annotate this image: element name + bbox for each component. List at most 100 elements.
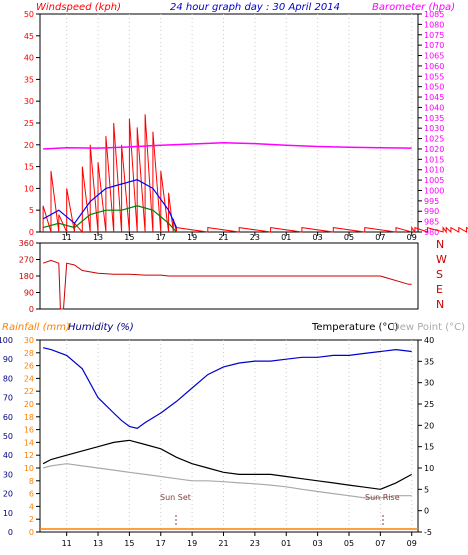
temp-ytick-label: 40 [424,336,434,345]
temp-ytick-label: -5 [424,528,432,537]
temp-xtick-label: 23 [250,539,260,548]
temperature-axis: -5 0 5 10 15 20 25 30 35 40 [418,336,434,537]
wind-ytick-label: 10 [24,184,34,193]
humidity-ytick-label: 40 [3,451,13,460]
compass-label: E [436,283,443,296]
barometer-title: Barometer (hpa) [372,2,455,13]
humidity-axis: 0 10 20 30 40 50 60 70 80 90 100 [0,336,13,537]
humidity-line [42,347,412,429]
wind-ytick-label: 5 [29,206,34,215]
temp-xtick-label: 07 [375,539,385,548]
wind-ytick-label: 40 [24,54,34,63]
wind-xtick-label: 23 [250,233,260,242]
compass-label: N [436,298,444,311]
humidity-ytick-label: 60 [3,413,13,422]
baro-ytick-label: 1080 [424,20,444,29]
wind-xtick-label: 15 [124,233,134,242]
direction-line [42,259,412,310]
rainfall-title: Rainfall (mm) [2,322,70,333]
temp-panel [39,339,419,533]
wind-ytick-label: 45 [24,32,34,41]
baro-ytick-label: 1035 [424,114,444,123]
temp-ytick-label: 30 [424,379,434,388]
baro-ytick-label: 1045 [424,93,444,102]
humidity-ytick-label: 90 [3,355,13,364]
temp-ytick-label: 25 [424,400,434,409]
rain-ytick-label: 4 [29,502,34,511]
rain-ytick-label: 18 [24,413,34,422]
temp-xtick-label: 05 [344,539,354,548]
gust-line [42,179,178,228]
wind-xtick-label: 13 [93,233,103,242]
dewpoint-line [42,463,412,499]
dir-ytick-label: 270 [19,256,34,265]
baro-ytick-label: 1070 [424,41,444,50]
wind-x-axis: 11 13 15 17 19 21 23 01 03 05 07 09 [62,232,417,242]
baro-ytick-label: 1000 [424,186,444,195]
direction-left-axis: 0 90 180 270 360 [19,239,40,314]
wind-ytick-label: 50 [24,10,34,19]
temp-grid [66,340,413,532]
humidity-ytick-label: 20 [3,490,13,499]
humidity-title: Humidity (%) [68,322,134,333]
wind-xtick-label: 19 [187,233,197,242]
dir-ytick-label: 0 [29,305,34,314]
temp-x-axis: 11 13 15 17 19 21 23 01 03 05 07 09 [62,532,417,548]
barometer-line [43,141,412,150]
dewpoint-title: Dew Point (°C) [392,322,465,333]
compass-label: N [436,238,444,251]
wind-xtick-label: 05 [344,233,354,242]
temp-ytick-label: 10 [424,464,434,473]
humidity-ytick-label: 80 [3,374,13,383]
rain-ytick-label: 30 [24,336,34,345]
wind-ytick-label: 30 [24,97,34,106]
baro-ytick-label: 1005 [424,176,444,185]
windspeed-title: Windspeed (kph) [36,2,121,13]
baro-ytick-label: 1050 [424,83,444,92]
temp-xtick-label: 11 [62,539,72,548]
humidity-ytick-label: 70 [3,394,13,403]
baro-ytick-label: 1025 [424,135,444,144]
temp-ytick-label: 0 [424,507,429,516]
baro-ytick-label: 1055 [424,72,444,81]
compass-label: S [436,268,443,281]
baro-ytick-label: 1030 [424,124,444,133]
baro-ytick-label: 1010 [424,166,444,175]
baro-ytick-label: 1015 [424,155,444,164]
sunrise-label: Sun Rise [365,493,400,502]
temp-xtick-label: 21 [218,539,228,548]
wind-series [42,114,468,234]
temperature-title: Temperature (°C) [311,322,398,333]
direction-series [42,259,412,310]
humidity-ytick-label: 0 [8,528,13,537]
humidity-ytick-label: 100 [0,336,13,345]
wind-xtick-label: 01 [281,233,291,242]
wind-panel [39,13,419,233]
rain-ytick-label: 24 [24,374,34,383]
wind-xtick-label: 21 [218,233,228,242]
wind-xtick-label: 03 [313,233,323,242]
rain-ytick-label: 0 [29,528,34,537]
baro-ytick-label: 990 [424,207,439,216]
dir-ytick-label: 180 [19,272,34,281]
rain-ytick-label: 14 [24,438,34,447]
wind-ytick-label: 20 [24,141,34,150]
temp-xtick-label: 03 [313,539,323,548]
humidity-ytick-label: 50 [3,432,13,441]
temp-xtick-label: 09 [407,539,417,548]
baro-ytick-label: 1060 [424,62,444,71]
baro-ytick-label: 980 [424,228,439,237]
temp-xtick-label: 13 [93,539,103,548]
wind-ytick-label: 15 [24,163,34,172]
temp-ytick-label: 35 [424,357,434,366]
dir-ytick-label: 90 [24,289,34,298]
temp-xtick-label: 01 [281,539,291,548]
temp-ytick-label: 20 [424,421,434,430]
baro-ytick-label: 1075 [424,31,444,40]
wind-ytick-label: 35 [24,75,34,84]
temp-ytick-label: 15 [424,443,434,452]
temperature-line [42,439,412,490]
rain-ytick-label: 2 [29,515,34,524]
dir-ytick-label: 360 [19,239,34,248]
